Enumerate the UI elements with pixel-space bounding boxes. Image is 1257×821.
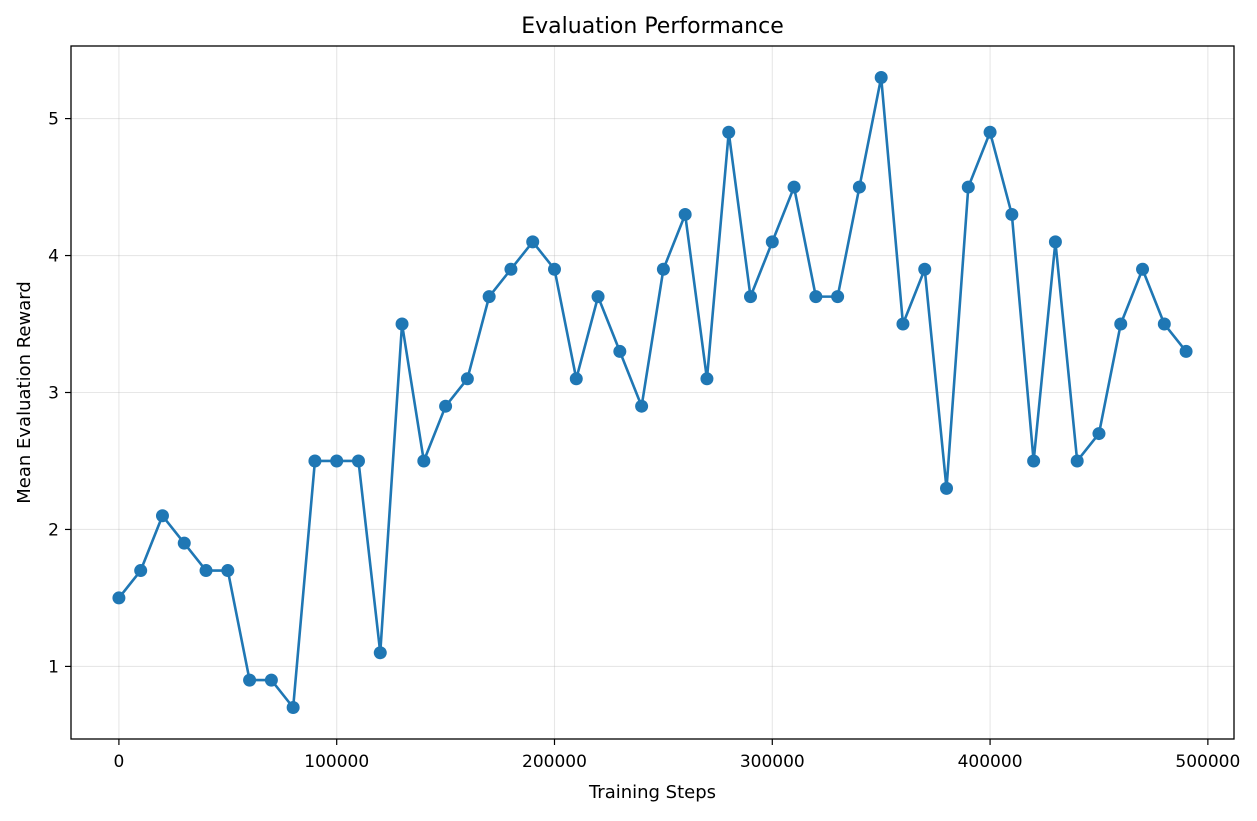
data-point [330,454,344,468]
chart-title: Evaluation Performance [521,14,784,39]
axes: 0 100000 200000 300000 400000 500000 1 2 3 4 5 [48,110,1240,772]
data-point [874,71,888,84]
data-point [460,372,474,386]
data-point [591,290,605,304]
data-point [809,290,823,304]
data-point [700,372,714,386]
data-point [1114,317,1128,331]
data-point [373,646,387,660]
data-point [831,290,845,304]
data-point [635,399,649,413]
x-tick-label: 400000 [958,752,1023,772]
data-point [243,673,257,687]
data-point [134,564,148,578]
data-point [744,290,758,304]
data-point [308,454,322,468]
data-point [787,180,801,194]
data-point [983,125,997,139]
y-tick-label: 1 [48,657,59,677]
x-tick-label: 500000 [1175,752,1240,772]
x-tick-label: 200000 [522,752,587,772]
data-point [940,481,954,495]
data-point [678,207,692,221]
series-layer [112,71,1193,714]
data-point [395,317,409,331]
data-point [1005,207,1019,221]
x-tick-label: 300000 [740,752,805,772]
y-axis-label: Mean Evaluation Reward [14,281,35,504]
data-point [286,701,300,714]
data-point [504,262,518,276]
data-point [155,509,169,523]
data-point [765,235,779,249]
data-point [112,591,126,605]
data-point [961,180,975,194]
data-point [613,344,627,358]
data-point [1048,235,1062,249]
data-point [1070,454,1084,468]
data-point [1136,262,1150,276]
data-point [417,454,431,468]
x-axis-label: Training Steps [588,782,716,803]
data-point [852,180,866,194]
data-point [547,262,561,276]
data-point [264,673,278,687]
y-tick-label: 5 [48,110,59,130]
data-point [1157,317,1171,331]
data-point [221,564,235,578]
data-point [896,317,910,331]
data-point [526,235,540,249]
y-tick-label: 3 [48,384,59,404]
y-tick-label: 4 [48,247,59,267]
data-point [199,564,213,578]
data-point [351,454,365,468]
data-point [1027,454,1041,468]
data-point [482,290,496,304]
data-point [656,262,670,276]
data-point [722,125,736,139]
data-point [918,262,932,276]
x-tick-label: 0 [113,752,124,772]
data-point [569,372,583,386]
data-point [1179,344,1193,358]
series-line [117,76,1188,709]
x-tick-label: 100000 [304,752,369,772]
data-point [439,399,453,413]
data-point [177,536,191,550]
y-tick-label: 2 [48,520,59,540]
data-point [1092,427,1106,441]
